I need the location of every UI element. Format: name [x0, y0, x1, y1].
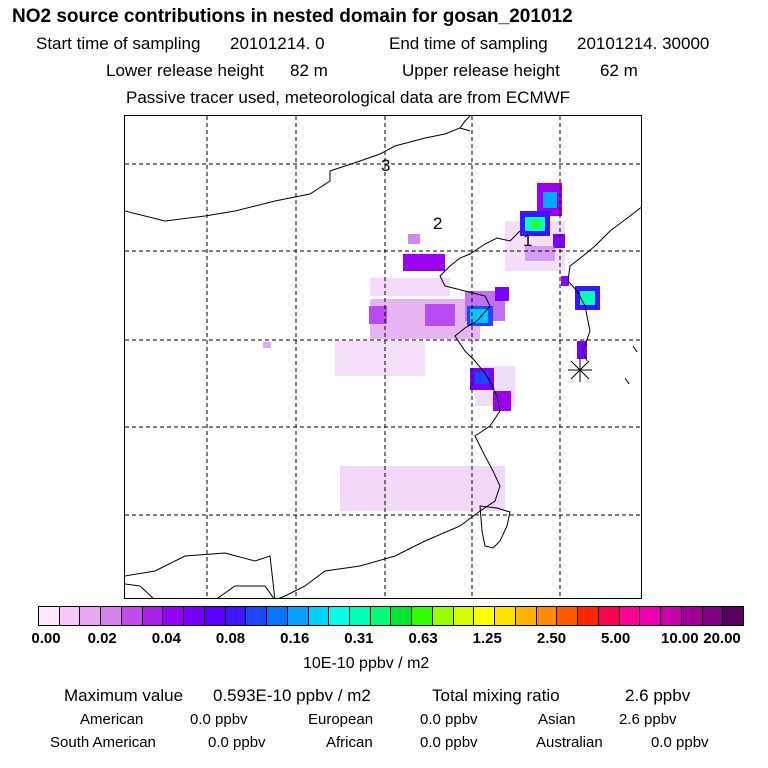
color-scale-cell [432, 607, 454, 625]
color-scale-tick-label: 2.50 [536, 630, 567, 647]
color-scale-cell [267, 607, 288, 625]
color-scale-cell [495, 607, 516, 625]
color-scale-bar [38, 606, 744, 626]
region-australian-label: Australian [536, 734, 603, 751]
color-scale-cell [640, 607, 662, 625]
lower-height-value: 82 m [290, 61, 328, 80]
color-scale-tick-label: 0.04 [151, 630, 181, 647]
map-label-2: 2 [433, 214, 442, 233]
color-scale-tick-label: 0.08 [215, 630, 246, 647]
region-asian-label: Asian [538, 711, 576, 728]
tracer-note: Passive tracer used, meteorological data… [126, 88, 571, 107]
end-time-value: 20101214. 30000 [577, 34, 710, 53]
max-value: 0.593E-10 ppbv / m2 [213, 686, 371, 705]
color-scale-tick-label: 20.00 [703, 630, 741, 647]
color-scale-cell [59, 607, 81, 625]
color-scale-cell [80, 607, 102, 625]
color-scale-cell [184, 607, 205, 625]
color-scale-cell [204, 607, 226, 625]
concentration-plume [263, 183, 600, 511]
color-scale-cell [329, 607, 351, 625]
total-mixing-value: 2.6 ppbv [625, 686, 691, 705]
region-african-label: African [326, 734, 373, 751]
region-australian-value: 0.0 ppbv [651, 734, 709, 751]
color-scale-cell [246, 607, 268, 625]
color-scale-tick-label: 10.00 [661, 630, 699, 647]
plot-title: NO2 source contributions in nested domai… [12, 6, 573, 27]
color-scale-cell [619, 607, 641, 625]
start-time-value: 20101214. 0 [230, 34, 325, 53]
map-panel: 1 2 3 [124, 115, 642, 599]
color-scale-cell [39, 607, 60, 625]
color-scale-cell [121, 607, 143, 625]
color-scale-cell [412, 607, 433, 625]
region-european-value: 0.0 ppbv [420, 711, 478, 728]
color-scale-cell [578, 607, 599, 625]
upper-height-label: Upper release height [402, 61, 560, 80]
color-scale-tick-label: 5.00 [601, 630, 631, 647]
map-canvas: 1 2 3 [125, 116, 641, 598]
color-scale-cell [723, 607, 743, 625]
color-scale-tick-label: 1.25 [472, 630, 502, 647]
upper-height-value: 62 m [600, 61, 638, 80]
color-scale-cell [598, 607, 620, 625]
grid-lines [125, 116, 641, 598]
color-scale-cell [308, 607, 330, 625]
color-scale-cell [557, 607, 579, 625]
color-scale-unit: 10E-10 ppbv / m2 [303, 655, 430, 672]
map-label-3: 3 [381, 156, 390, 175]
color-scale-cell [142, 607, 164, 625]
region-american-value: 0.0 ppbv [190, 711, 248, 728]
region-american-label: American [80, 711, 144, 728]
color-scale-tick-label: 0.16 [280, 630, 310, 647]
color-scale-cell [350, 607, 371, 625]
receptor-marker [568, 358, 592, 382]
color-scale-cell [702, 607, 724, 625]
color-scale-tick-label: 0.31 [344, 630, 374, 647]
color-scale-cell [163, 607, 185, 625]
color-scale-cell [101, 607, 122, 625]
color-scale-cell [391, 607, 413, 625]
color-scale-tick-label: 0.63 [408, 630, 438, 647]
color-scale-cell [453, 607, 475, 625]
region-south-american-value: 0.0 ppbv [208, 734, 266, 751]
start-time-label: Start time of sampling [36, 34, 201, 53]
color-scale-cell [370, 607, 392, 625]
region-asian-value: 2.6 ppbv [619, 711, 677, 728]
max-value-label: Maximum value [64, 686, 184, 705]
color-scale-cell [225, 607, 247, 625]
end-time-label: End time of sampling [389, 34, 548, 53]
coastlines [125, 116, 641, 598]
map-label-1: 1 [523, 231, 532, 250]
color-scale-cell [661, 607, 682, 625]
color-scale-cell [536, 607, 558, 625]
region-african-value: 0.0 ppbv [420, 734, 478, 751]
color-scale-tick-label: 0.02 [87, 630, 117, 647]
color-scale-tick-label: 0.00 [31, 630, 61, 647]
region-european-label: European [308, 711, 374, 728]
total-mixing-label: Total mixing ratio [432, 686, 560, 705]
color-scale-cell [515, 607, 537, 625]
region-south-american-label: South American [50, 734, 156, 751]
color-scale-cell [474, 607, 496, 625]
color-scale-cell [681, 607, 703, 625]
color-scale-cell [287, 607, 309, 625]
lower-height-label: Lower release height [106, 61, 264, 80]
